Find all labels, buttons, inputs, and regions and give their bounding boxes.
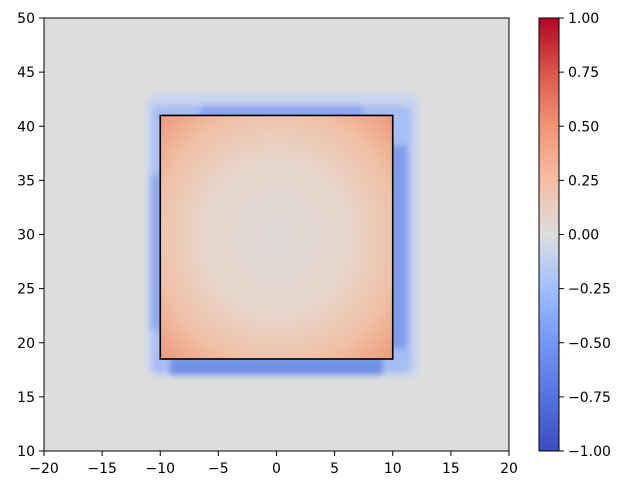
x-tick-label: −5: [208, 461, 229, 477]
x-tick-label: 0: [272, 461, 281, 477]
x-tick-label: 15: [442, 461, 460, 477]
colorbar-tick-label: −0.75: [568, 390, 611, 406]
heatmap-cells: [44, 18, 509, 451]
y-tick-label: 35: [17, 173, 35, 189]
y-axis: 10 15 20 25 30 35 40 45 50: [17, 11, 44, 460]
square-outline: [159, 114, 394, 360]
y-tick-label: 40: [17, 119, 35, 135]
halo-left: [150, 175, 163, 329]
halo-top: [200, 105, 363, 118]
colorbar-gradient: [539, 18, 559, 451]
y-tick-label: 20: [17, 336, 35, 352]
colorbar-tick-label: −0.25: [568, 282, 611, 298]
interior-field: [160, 115, 393, 359]
y-tick-label: 50: [17, 11, 35, 27]
x-tick-label: −15: [87, 461, 117, 477]
y-tick-label: 15: [17, 390, 35, 406]
colorbar-tick-label: −1.00: [568, 444, 611, 460]
x-tick-label: −20: [29, 461, 59, 477]
y-tick-label: 30: [17, 228, 35, 244]
colorbar-tick-label: −0.50: [568, 336, 611, 352]
x-tick-label: −10: [145, 461, 175, 477]
y-tick-label: 45: [17, 65, 35, 81]
colorbar-tick-label: 0.00: [568, 228, 599, 244]
x-tick-label: 5: [330, 461, 339, 477]
y-tick-label: 25: [17, 282, 35, 298]
y-tick-label: 10: [17, 444, 35, 460]
x-tick-label: 10: [384, 461, 402, 477]
colorbar: 1.00 0.75 0.50 0.25 0.00 −0.25 −0.50 −0.75 −1.00: [538, 11, 611, 460]
x-axis: −20 −15 −10 −5 0 5 10 15 20: [29, 451, 518, 477]
colorbar-tick-label: 0.50: [568, 119, 599, 135]
colorbar-tick-label: 1.00: [568, 11, 599, 27]
halo-bottom-strong: [170, 356, 383, 375]
plot-area: [43, 17, 510, 452]
colorbar-tick-label: 0.75: [568, 65, 599, 81]
x-tick-label: 20: [500, 461, 518, 477]
colorbar-tick-label: 0.25: [568, 173, 599, 189]
